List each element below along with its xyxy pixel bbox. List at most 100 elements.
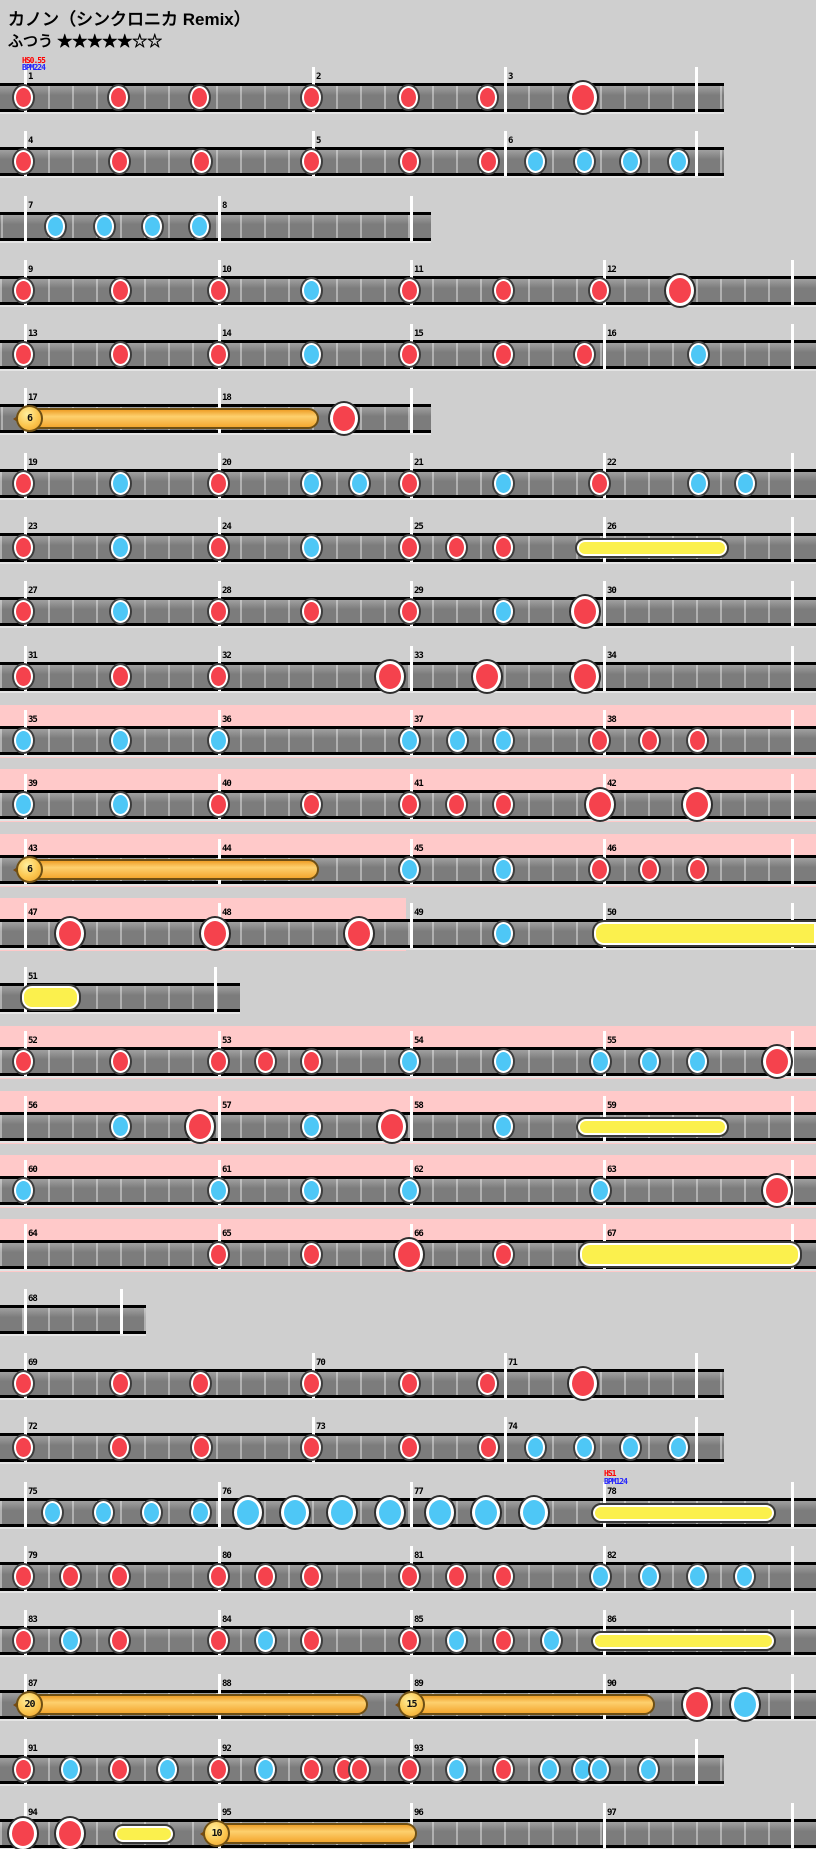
measure-number: 11: [414, 265, 424, 275]
don-note: [399, 471, 419, 495]
don-note: [399, 342, 419, 366]
measure-number: 3: [508, 72, 514, 82]
measure-number: 6: [508, 136, 514, 146]
measure-number: 46: [607, 844, 617, 854]
don-note: [208, 278, 228, 302]
ka-note: [301, 1178, 321, 1202]
measure-number: 89: [414, 1679, 424, 1689]
don-note: [208, 535, 228, 559]
measure-line: [791, 453, 794, 498]
don-note: [493, 1757, 513, 1781]
big-ka-note: [520, 1496, 548, 1528]
ka-note: [399, 728, 419, 752]
ka-note: [688, 471, 708, 495]
ka-note: [142, 214, 162, 238]
don-note: [301, 1435, 321, 1459]
measure-number: 70: [316, 1358, 326, 1368]
balloon-note: [13, 408, 319, 429]
don-note: [589, 471, 609, 495]
measure-line: [695, 131, 698, 176]
measure-number: 97: [607, 1808, 617, 1818]
don-note: [110, 1371, 130, 1395]
measure-number: 73: [316, 1422, 326, 1432]
big-don-note: [473, 660, 501, 692]
measure-number: 65: [222, 1229, 232, 1239]
ka-note: [93, 1500, 113, 1524]
big-don-note: [186, 1110, 214, 1142]
measure-bar-row: [0, 147, 724, 176]
measure-number: 29: [414, 586, 424, 596]
drumroll-bar: [591, 1631, 776, 1651]
measure-number: 64: [28, 1229, 38, 1239]
ka-note: [493, 728, 513, 752]
don-note: [589, 857, 609, 881]
don-note: [478, 1435, 498, 1459]
ka-note: [525, 149, 545, 173]
measure-number: 17: [28, 393, 38, 403]
measure-bar-row: [0, 212, 431, 241]
ka-note: [620, 149, 640, 173]
ka-note: [447, 728, 467, 752]
big-don-note: [763, 1045, 791, 1077]
measure-line: [24, 1096, 27, 1141]
measure-number: 78: [607, 1487, 617, 1497]
don-note: [13, 278, 33, 302]
measure-number: 55: [607, 1036, 617, 1046]
measure-number: 72: [28, 1422, 38, 1432]
don-note: [301, 1371, 321, 1395]
measure-line: [410, 1096, 413, 1141]
measure-number: 54: [414, 1036, 424, 1046]
measure-line: [791, 1803, 794, 1848]
measure-number: 68: [28, 1294, 38, 1304]
measure-number: 28: [222, 586, 232, 596]
don-note: [208, 1049, 228, 1073]
measure-line: [695, 1417, 698, 1462]
balloon-note: [13, 859, 319, 880]
don-note: [493, 1564, 513, 1588]
measure-line: [410, 1482, 413, 1527]
measure-line: [214, 967, 217, 1012]
don-note: [477, 85, 497, 109]
big-don-note: [586, 788, 614, 820]
don-note: [13, 85, 33, 109]
measure-line: [791, 1031, 794, 1076]
don-note: [208, 1242, 228, 1266]
drumroll-bar: [576, 1117, 729, 1137]
ka-note: [590, 1049, 610, 1073]
measure-number: 19: [28, 458, 38, 468]
don-note: [398, 85, 418, 109]
measure-number: 52: [28, 1036, 38, 1046]
measure-number: 95: [222, 1808, 232, 1818]
measure-line: [791, 1482, 794, 1527]
measure-number: 41: [414, 779, 424, 789]
don-note: [208, 342, 228, 366]
hs-marker: HS1: [604, 1469, 616, 1478]
measure-number: 21: [414, 458, 424, 468]
measure-line: [791, 260, 794, 305]
don-note: [399, 1435, 419, 1459]
measure-number: 87: [28, 1679, 38, 1689]
measure-number: 93: [414, 1744, 424, 1754]
big-don-note: [9, 1817, 37, 1849]
don-note: [255, 1564, 275, 1588]
measure-number: 76: [222, 1487, 232, 1497]
ka-note: [301, 1114, 321, 1138]
ka-note: [13, 728, 33, 752]
measure-line: [504, 67, 507, 112]
don-note: [189, 85, 209, 109]
don-note: [399, 792, 419, 816]
don-note: [109, 149, 129, 173]
big-ka-note: [426, 1496, 454, 1528]
measure-line: [603, 646, 606, 691]
don-note: [208, 1757, 228, 1781]
balloon-count: 6: [16, 856, 43, 883]
ka-note: [110, 471, 130, 495]
don-note: [13, 149, 33, 173]
measure-number: 71: [508, 1358, 518, 1368]
ka-note: [208, 1178, 228, 1202]
measure-number: 33: [414, 651, 424, 661]
measure-number: 30: [607, 586, 617, 596]
ka-note: [189, 214, 209, 238]
ka-note: [301, 471, 321, 495]
don-note: [446, 792, 466, 816]
